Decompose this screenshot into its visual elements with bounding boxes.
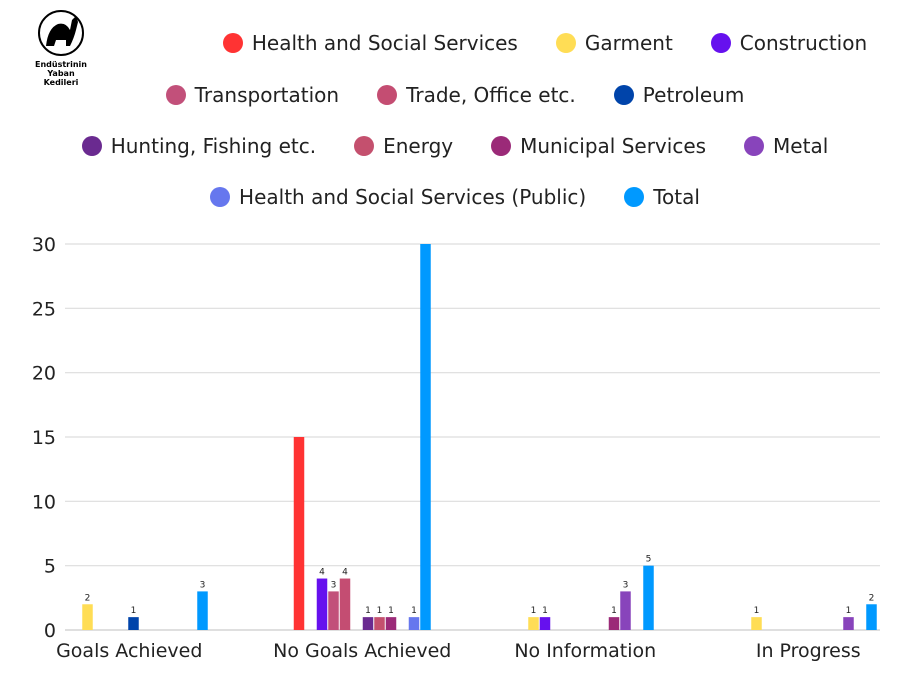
bar [866, 604, 877, 630]
legend-item[interactable]: Health and Social Services (Public) [210, 185, 586, 209]
legend-swatch [624, 187, 645, 207]
legend-row: Health and Social Services Garment Constru… [0, 31, 910, 55]
data-label: 4 [342, 568, 348, 578]
legend-swatch [354, 136, 375, 156]
legend-item[interactable]: Metal [744, 134, 828, 158]
data-label: 1 [611, 606, 617, 616]
legend-item[interactable]: Hunting, Fishing etc. [81, 134, 317, 158]
bar [316, 578, 328, 630]
y-tick-label: 5 [44, 556, 56, 578]
bar [362, 617, 374, 630]
bar [620, 591, 631, 630]
legend-item[interactable]: Health and Social Services [222, 31, 518, 55]
data-label: 1 [131, 606, 137, 616]
y-tick-label: 10 [32, 491, 56, 513]
data-label: 1 [411, 606, 417, 616]
data-label: 2 [85, 593, 91, 603]
legend-item[interactable]: Total [624, 185, 700, 209]
x-tick-label: No Information [514, 640, 656, 662]
data-label: 1 [754, 606, 760, 616]
legend-label: Energy [383, 134, 454, 158]
logo: Endüstrinin Yaban Kedileri [30, 8, 92, 87]
data-label: 3 [331, 580, 337, 590]
x-tick-label: Goals Achieved [56, 640, 202, 662]
legend-label: Trade, Office etc. [406, 83, 576, 107]
legend-swatch [81, 136, 102, 156]
legend-row: Transportation Trade, Office etc. Petroleu… [0, 83, 910, 107]
legend-swatch [613, 85, 634, 105]
legend-label: Garment [584, 31, 673, 55]
legend-label: Health and Social Services [251, 31, 518, 55]
legend-item[interactable]: Municipal Services [491, 134, 706, 158]
legend-label: Municipal Services [520, 134, 707, 158]
bar [608, 617, 620, 630]
bar [82, 604, 93, 630]
bar [539, 617, 551, 630]
x-tick-label: No Goals Achieved [273, 640, 451, 662]
legend-item[interactable]: Construction [710, 31, 868, 55]
legend-item[interactable]: Petroleum [613, 83, 745, 107]
y-tick-label: 15 [32, 427, 56, 449]
data-label: 1 [531, 606, 537, 616]
data-label: 3 [200, 580, 206, 590]
legend-swatch [165, 85, 186, 105]
legend-item[interactable]: Transportation [165, 83, 340, 107]
legend-swatch [555, 33, 576, 53]
legend-item[interactable]: Energy [354, 134, 453, 158]
legend-swatch [710, 33, 731, 53]
legend-item[interactable]: Trade, Office etc. [377, 83, 576, 107]
legend-row: Health and Social Services (Public) Total [0, 185, 910, 209]
y-tick-label: 30 [32, 234, 56, 256]
legend-row: Hunting, Fishing etc. Energy Municipal Ser… [0, 134, 910, 158]
logo-text: Endüstrinin Yaban Kedileri [35, 60, 87, 87]
data-label: 1 [365, 606, 371, 616]
bar [328, 591, 339, 630]
x-tick-label: In Progress [756, 640, 861, 662]
y-tick-label: 25 [32, 298, 56, 320]
legend-swatch [222, 33, 243, 53]
legend-label: Construction [739, 31, 868, 55]
legend-label: Total [653, 185, 700, 209]
black-cat-icon [38, 10, 84, 56]
y-tick-label: 20 [32, 363, 56, 385]
bar [408, 617, 420, 630]
bar [128, 617, 139, 630]
data-label: 2 [869, 593, 875, 603]
data-label: 1 [377, 606, 383, 616]
legend-label: Metal [773, 134, 829, 158]
data-label: 1 [388, 606, 394, 616]
legend-label: Hunting, Fishing etc. [110, 134, 317, 158]
legend-label: Transportation [194, 83, 340, 107]
legend-label: Petroleum [642, 83, 745, 107]
bar [197, 591, 208, 630]
bar [385, 617, 397, 630]
data-label: 4 [319, 568, 325, 578]
bar [293, 437, 305, 630]
legend-swatch [744, 136, 765, 156]
data-label: 1 [846, 606, 852, 616]
bar [643, 565, 654, 630]
legend-swatch [210, 187, 231, 207]
bar [339, 578, 351, 630]
data-label: 3 [623, 580, 629, 590]
legend-item[interactable]: Garment [555, 31, 673, 55]
bar [420, 244, 431, 630]
bar [751, 617, 762, 630]
legend-swatch [377, 85, 398, 105]
bar [374, 617, 385, 630]
data-label: 1 [542, 606, 548, 616]
bar [528, 617, 539, 630]
bar [843, 617, 854, 630]
data-label: 5 [646, 555, 652, 565]
legend-label: Health and Social Services (Public) [239, 185, 587, 209]
y-tick-label: 0 [44, 620, 56, 642]
legend-swatch [491, 136, 512, 156]
